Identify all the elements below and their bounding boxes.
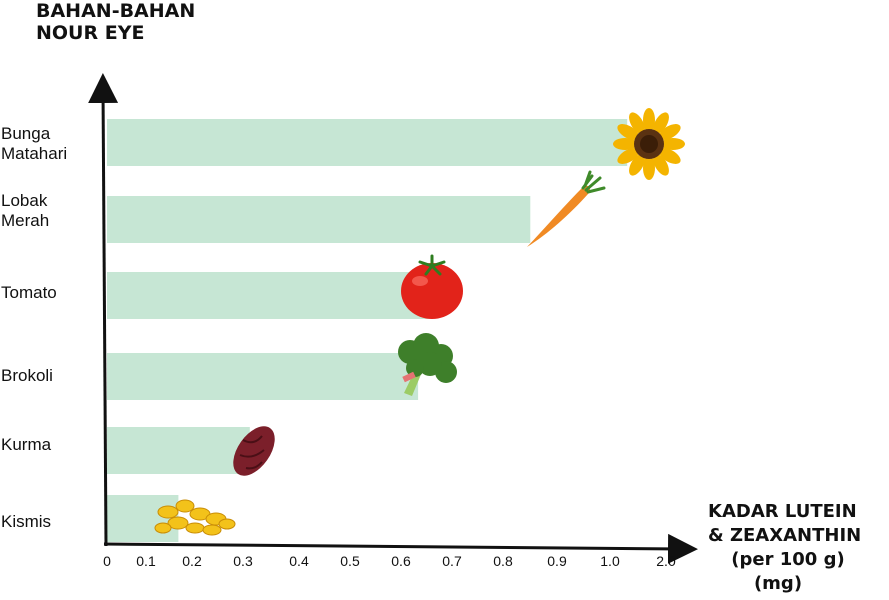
x-axis-line bbox=[103, 533, 698, 564]
bar-kismis bbox=[107, 495, 179, 542]
icons-group bbox=[154, 108, 685, 536]
x-tick-label: 0.2 bbox=[182, 553, 202, 569]
category-label: Lobak Merah bbox=[1, 191, 50, 230]
bar-kurma bbox=[107, 427, 250, 474]
bar-tomato bbox=[107, 272, 429, 319]
sunflower-icon bbox=[613, 108, 685, 180]
broccoli-icon bbox=[398, 333, 457, 396]
x-tick-label: 0.8 bbox=[493, 553, 513, 569]
x-tick-label: 0.7 bbox=[442, 553, 462, 569]
category-label: Brokoli bbox=[1, 366, 53, 385]
x-tick-label: 0.1 bbox=[136, 553, 156, 569]
x-tick-labels: 0 0.1 0.2 0.3 0.4 0.5 0.6 0.7 0.8 0.9 1.0 2.0 bbox=[103, 553, 676, 569]
bar-lobak-merah bbox=[107, 196, 531, 243]
x-axis-title-line-1: KADAR LUTEIN bbox=[708, 501, 857, 522]
axes-group bbox=[88, 73, 698, 564]
bar-brokoli bbox=[107, 353, 419, 400]
category-label: Tomato bbox=[1, 283, 57, 302]
x-axis-title-line-2: & ZEAXANTHIN bbox=[708, 525, 862, 546]
y-axis-title-line-1: BAHAN-BAHAN bbox=[36, 0, 196, 22]
x-tick-label: 0 bbox=[103, 553, 111, 569]
y-axis-title-line-2: NOUR EYE bbox=[36, 22, 145, 44]
x-tick-label: 0.3 bbox=[233, 553, 253, 569]
x-tick-label: 1.0 bbox=[600, 553, 620, 569]
x-tick-label: 0.4 bbox=[289, 553, 309, 569]
x-tick-label: 0.9 bbox=[547, 553, 567, 569]
category-label: Kismis bbox=[1, 512, 52, 531]
bars-group bbox=[107, 119, 628, 542]
y-axis-line bbox=[88, 73, 119, 547]
category-label: Kurma bbox=[1, 435, 52, 454]
category-label: Bunga Matahari bbox=[1, 124, 68, 163]
tomato-icon bbox=[401, 254, 463, 319]
x-axis-unit-line-2: (mg) bbox=[753, 573, 803, 594]
y-axis-title: BAHAN-BAHAN NOUR EYE bbox=[36, 0, 195, 44]
x-axis-unit-line-1: (per 100 g) bbox=[731, 549, 845, 570]
raisins-icon bbox=[154, 499, 236, 536]
x-tick-label: 2.0 bbox=[656, 553, 676, 569]
bar-bunga-matahari bbox=[107, 119, 628, 166]
date-fruit-icon bbox=[233, 426, 275, 476]
x-tick-label: 0.6 bbox=[391, 553, 411, 569]
carrot-icon bbox=[527, 170, 606, 247]
x-axis-title: KADAR LUTEIN & ZEAXANTHIN (per 100 g) (m… bbox=[708, 500, 889, 596]
x-tick-label: 0.5 bbox=[340, 553, 360, 569]
